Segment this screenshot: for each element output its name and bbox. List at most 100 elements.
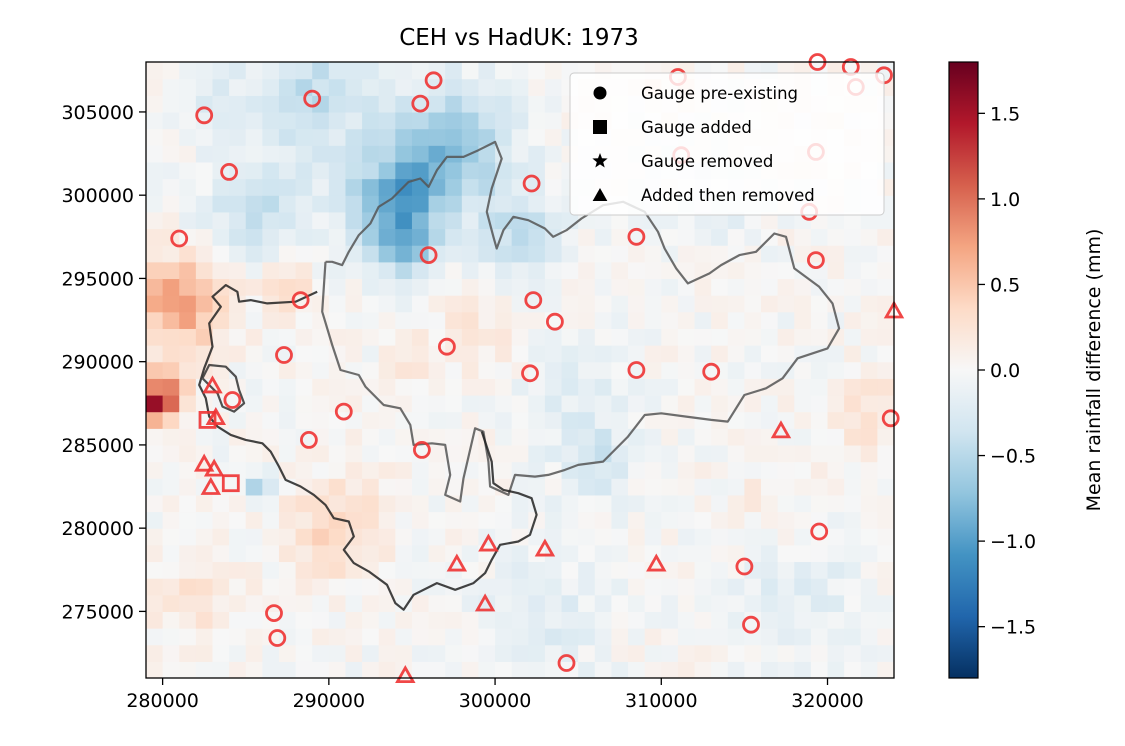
heatmap-cell [146, 578, 164, 596]
heatmap-cell [478, 128, 496, 146]
heatmap-cell [345, 411, 363, 429]
heatmap-cell [644, 394, 662, 413]
heatmap-cell [794, 328, 812, 346]
heatmap-cell [727, 411, 745, 429]
heatmap-cell [295, 378, 313, 396]
heatmap-cell [328, 594, 347, 613]
heatmap-cell [644, 211, 662, 230]
heatmap-cell [428, 261, 446, 280]
heatmap-cell [611, 561, 629, 579]
heatmap-cell [229, 528, 247, 546]
heatmap-cell [594, 261, 613, 280]
heatmap-cell [528, 111, 546, 130]
heatmap-cell [461, 345, 480, 363]
heatmap-cell [395, 578, 413, 596]
heatmap-cell [544, 361, 563, 379]
heatmap-cell [345, 228, 363, 246]
heatmap-cell [362, 611, 380, 629]
heatmap-cell [677, 594, 696, 613]
heatmap-cell [661, 428, 679, 446]
heatmap-cell [844, 461, 862, 479]
heatmap-cell [628, 278, 646, 296]
heatmap-cell [611, 295, 629, 313]
heatmap-cell [262, 461, 280, 479]
heatmap-cell [844, 228, 862, 246]
heatmap-cell [411, 511, 430, 529]
heatmap-cell [395, 78, 413, 96]
heatmap-cell [727, 261, 745, 280]
heatmap-cell [362, 62, 380, 80]
heatmap-cell [245, 528, 263, 546]
heatmap-cell [544, 594, 563, 613]
heatmap-cell [146, 644, 164, 662]
heatmap-cell [345, 178, 363, 196]
heatmap-cell [229, 228, 247, 246]
heatmap-cell [362, 128, 380, 146]
heatmap-cell [428, 62, 446, 80]
heatmap-cell [378, 644, 396, 662]
gauge-preexisting-marker [521, 364, 539, 383]
heatmap-cell [611, 611, 629, 629]
heatmap-cell [578, 228, 596, 246]
heatmap-cell [544, 661, 563, 678]
heatmap-cell [146, 661, 164, 678]
heatmap-cell [162, 378, 180, 396]
heatmap-cell [544, 328, 563, 346]
heatmap-cell [594, 311, 613, 329]
heatmap-cell [661, 278, 679, 296]
heatmap-cell [411, 128, 430, 146]
heatmap-cell [528, 261, 546, 280]
heatmap-cell [694, 461, 712, 479]
heatmap-cell [411, 428, 430, 446]
heatmap-cell [727, 578, 745, 596]
heatmap-cell [794, 311, 812, 329]
heatmap-cell [528, 461, 546, 479]
heatmap-cell [777, 378, 795, 396]
heatmap-cell [594, 394, 613, 413]
heatmap-cell [827, 261, 845, 280]
heatmap-cell [395, 544, 413, 563]
heatmap-cell [661, 494, 679, 513]
heatmap-cell [411, 378, 430, 396]
heatmap-cell [761, 311, 779, 329]
heatmap-cell [328, 278, 347, 296]
heatmap-cell [478, 161, 496, 180]
heatmap-cell [694, 328, 712, 346]
heatmap-cell [478, 378, 496, 396]
heatmap-cell [511, 245, 529, 263]
heatmap-cell [411, 261, 430, 280]
heatmap-cell [162, 494, 180, 513]
heatmap-cell [179, 361, 197, 379]
heatmap-cell [162, 211, 180, 230]
heatmap-cell [578, 378, 596, 396]
heatmap-cell [877, 428, 894, 446]
heatmap-cell [278, 544, 297, 563]
heatmap-cell [561, 544, 579, 563]
heatmap-cell [827, 594, 845, 613]
heatmap-cell [411, 494, 430, 513]
heatmap-cell [528, 444, 546, 463]
heatmap-cell [179, 328, 197, 346]
gauge-preexisting-marker [627, 361, 646, 379]
heatmap-cell [860, 444, 878, 463]
heatmap-cell [711, 378, 729, 396]
heatmap-cell [179, 95, 197, 113]
heatmap-cell [229, 195, 247, 213]
heatmap-cell [511, 394, 529, 413]
heatmap-cell [362, 111, 380, 130]
heatmap-cell [694, 245, 712, 263]
heatmap-cell [195, 145, 214, 163]
heatmap-cell [179, 394, 197, 413]
heatmap-cell [345, 261, 363, 280]
heatmap-cell [195, 278, 214, 296]
heatmap-cell [511, 111, 529, 130]
heatmap-cell [179, 494, 197, 513]
heatmap-cell [761, 511, 779, 529]
heatmap-cell [345, 295, 363, 313]
heatmap-cell [495, 444, 513, 463]
heatmap-cell [295, 178, 313, 196]
heatmap-cell [810, 594, 829, 613]
heatmap-cell [528, 428, 546, 446]
heatmap-cell [395, 278, 413, 296]
heatmap-cell [295, 311, 313, 329]
